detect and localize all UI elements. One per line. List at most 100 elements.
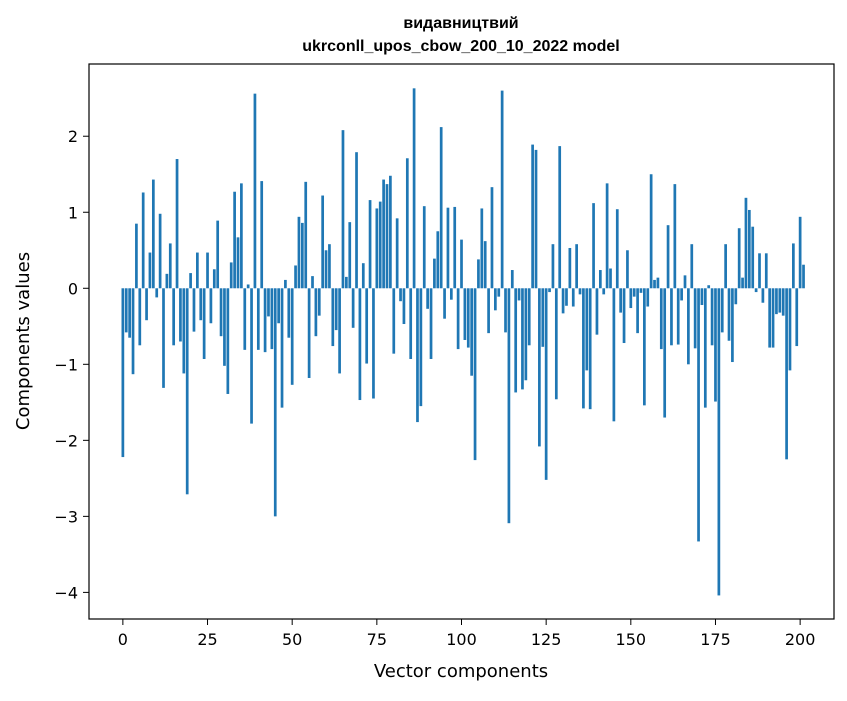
bar	[798, 216, 802, 289]
bar	[602, 288, 606, 295]
bar	[632, 288, 636, 297]
y-tick-label: −3	[54, 507, 78, 526]
bar	[527, 288, 531, 346]
bar	[676, 288, 680, 345]
x-axis-ticks: 0 25 50 75 100 125 150 175 200	[118, 619, 815, 649]
bar	[449, 288, 453, 300]
bar	[802, 264, 805, 289]
bar	[368, 200, 372, 289]
bar	[185, 288, 189, 495]
bar	[433, 258, 436, 289]
bar	[175, 159, 179, 289]
bar	[256, 288, 260, 350]
bar	[585, 288, 589, 371]
bar	[734, 288, 738, 305]
bar	[338, 288, 341, 374]
bar	[521, 288, 524, 390]
bar	[504, 288, 507, 333]
bar	[345, 276, 348, 289]
bar	[395, 218, 399, 289]
bar	[273, 288, 277, 517]
bar	[267, 288, 270, 317]
bar	[304, 181, 308, 289]
bar	[751, 226, 755, 289]
bar	[148, 252, 152, 289]
bar	[446, 207, 450, 289]
bar	[307, 288, 311, 378]
bar	[358, 288, 362, 401]
bar	[473, 288, 477, 461]
bar	[775, 288, 778, 315]
bar	[365, 288, 369, 364]
x-tick-label: 75	[367, 630, 387, 649]
bar	[490, 187, 494, 289]
bar	[795, 288, 799, 347]
y-tick-label: 0	[68, 279, 78, 298]
bar	[260, 181, 264, 289]
bar	[761, 288, 765, 303]
bar	[666, 225, 670, 289]
bar	[619, 288, 623, 313]
bar	[764, 253, 768, 289]
bar	[649, 174, 653, 289]
bar	[626, 250, 629, 289]
bar	[439, 127, 443, 289]
bar	[324, 250, 328, 289]
bar	[785, 288, 788, 460]
bar	[182, 288, 186, 374]
bar	[311, 276, 314, 289]
bar	[206, 252, 209, 289]
bar	[670, 288, 673, 346]
x-tick-label: 125	[531, 630, 562, 649]
bar	[270, 288, 274, 350]
bar	[575, 244, 578, 289]
bar	[131, 288, 135, 375]
bar	[548, 288, 551, 293]
bar	[487, 288, 490, 334]
bar	[402, 288, 406, 325]
bar	[409, 288, 413, 359]
bar	[470, 288, 474, 376]
bar	[680, 288, 683, 301]
chart-subtitle: ukrconll_upos_cbow_200_10_2022 model	[302, 38, 619, 55]
bar	[538, 288, 541, 447]
bar	[179, 288, 182, 342]
bar	[321, 195, 325, 289]
y-tick-label: 1	[68, 203, 78, 222]
bar	[605, 183, 609, 289]
bar	[223, 288, 226, 366]
bar	[724, 244, 727, 289]
bar	[284, 279, 287, 289]
bar	[328, 244, 331, 289]
bar	[477, 259, 480, 289]
bar	[372, 288, 375, 399]
bar	[653, 279, 656, 289]
bar	[778, 288, 782, 313]
x-axis-label: Vector components	[374, 661, 548, 682]
bar	[710, 288, 714, 346]
bar	[714, 288, 717, 402]
bar	[697, 288, 700, 542]
bar	[219, 288, 223, 337]
y-tick-label: −4	[54, 583, 78, 602]
bar	[250, 288, 253, 424]
bar	[226, 288, 230, 394]
y-tick-label: 2	[68, 127, 78, 146]
bar	[334, 288, 338, 331]
bar	[507, 288, 511, 524]
bar	[135, 223, 138, 289]
bar	[673, 184, 677, 289]
bar	[571, 288, 575, 307]
bar	[578, 288, 582, 295]
bar	[480, 208, 484, 289]
plot-frame	[88, 63, 835, 620]
bar	[189, 273, 192, 289]
y-axis-ticks: −4 −3 −2 −1 0 1 2	[54, 127, 89, 602]
bar	[656, 277, 660, 289]
bar	[588, 288, 592, 410]
bar	[565, 288, 568, 306]
bar	[514, 288, 518, 393]
bar	[483, 241, 487, 289]
bar	[700, 288, 704, 306]
